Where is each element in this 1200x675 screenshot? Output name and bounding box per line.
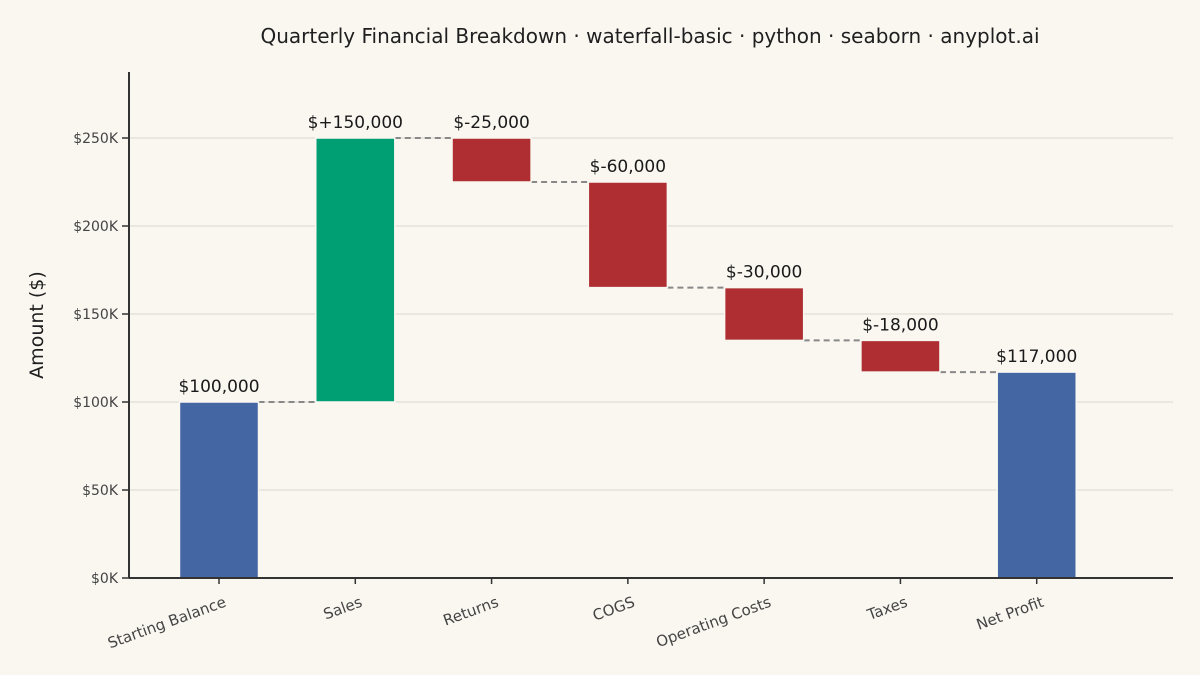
chart-title: Quarterly Financial Breakdown · waterfal…: [260, 24, 1039, 48]
data-label: $100,000: [178, 377, 259, 397]
y-axis-ticks: $0K $50K $100K $150K $200K $250K: [73, 131, 129, 587]
x-tick-label: Taxes: [864, 593, 910, 624]
data-label: $+150,000: [308, 113, 403, 133]
x-axis-ticks: Starting Balance Sales Returns COGS Operatin…: [105, 578, 1046, 652]
y-tick-label: $0K: [91, 571, 119, 587]
data-label: $-18,000: [862, 315, 938, 335]
x-tick-label: Starting Balance: [105, 593, 228, 652]
x-tick-label: Returns: [441, 593, 501, 630]
y-tick-label: $150K: [73, 307, 119, 323]
data-labels: $100,000 $+150,000 $-25,000 $-60,000 $-30,00…: [178, 113, 1077, 397]
x-tick-label: Sales: [321, 593, 365, 624]
bar-operating-costs: [723, 286, 805, 342]
data-label: $-30,000: [726, 263, 802, 283]
bars: [178, 137, 1077, 579]
y-tick-label: $50K: [82, 483, 119, 499]
bar-returns: [451, 137, 532, 183]
x-tick-label: COGS: [590, 593, 637, 625]
data-label: $-25,000: [453, 113, 529, 133]
y-tick-label: $250K: [73, 131, 119, 147]
y-axis-label: Amount ($): [26, 271, 48, 379]
y-tick-label: $100K: [73, 395, 119, 411]
bar-taxes: [860, 339, 941, 373]
data-label: $117,000: [996, 347, 1077, 367]
bar-cogs: [587, 181, 669, 289]
x-tick-label: Net Profit: [974, 593, 1046, 634]
bar-sales: [315, 137, 396, 403]
bar-net-profit: [996, 371, 1077, 579]
bar-starting-balance: [178, 401, 260, 579]
y-tick-label: $200K: [73, 219, 119, 235]
data-label: $-60,000: [590, 157, 666, 177]
x-tick-label: Operating Costs: [654, 593, 774, 651]
